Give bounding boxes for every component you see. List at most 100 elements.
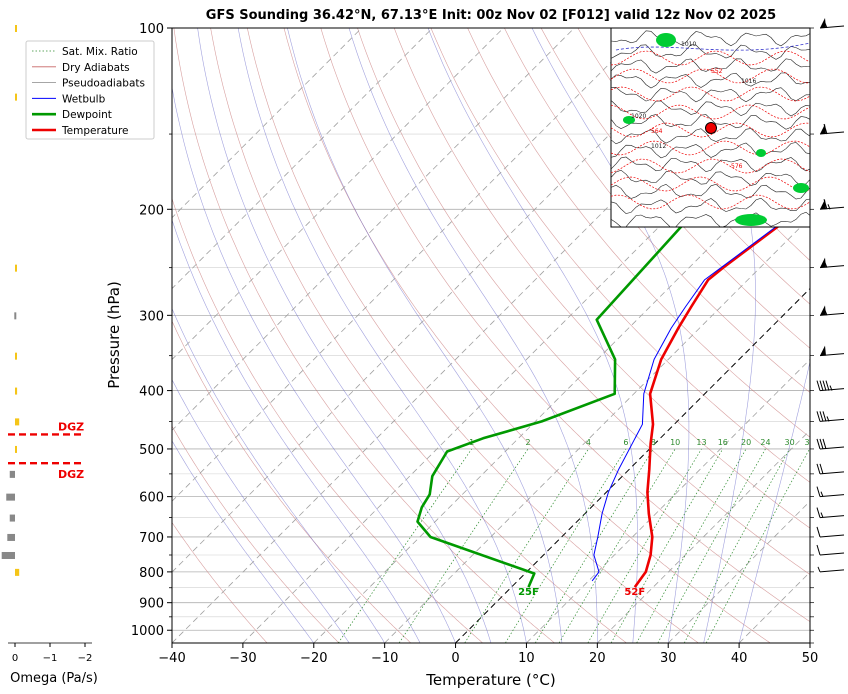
omega-tick-label: −1 [43,653,58,664]
x-tick-label: 50 [802,651,819,666]
inset-isobar [611,44,810,60]
barb-half [824,22,828,29]
barb-staff [819,446,845,450]
omega-axis-label: Omega (Pa/s) [10,671,98,686]
barb-flag [820,305,826,316]
omega-panel: DGZ DGZ 0 −1 −2 Omega (Pa/s) [1,25,98,686]
legend-label: Pseudoadiabats [62,78,145,90]
barb-half [829,385,833,391]
mixing-ratio-lines: 1 2 4 6 8 10 13 16 20 24 30 36 [338,438,810,643]
barb-full [823,199,828,210]
pseudoadiabat [531,28,690,643]
barb-full [823,123,828,135]
dry-adiabat [172,425,340,643]
wind-barb [816,544,845,556]
inset-label: 1010 [681,41,696,48]
inset-label: 1020 [631,113,646,120]
dry-adiabat [393,28,810,529]
y-tick-label: 100 [139,22,164,37]
x-tick-label: −30 [229,651,256,666]
y-tick-label: 700 [139,531,164,546]
plot-area: 1 2 4 6 8 10 13 16 20 24 30 36 25F 52F 1010101210161… [171,27,848,644]
inset-thickness [611,50,810,66]
inset-contours: 1010 1012 1016 1020 552 564 576 [611,30,810,227]
mixing-ratio-label: 4 [586,438,591,447]
inset-label: 1012 [651,143,666,150]
omega-bar [15,25,17,32]
pseudoadiabats [172,28,810,643]
mixing-ratio-label: 24 [760,438,770,447]
inset-thickness [611,176,810,192]
x-tick-label: −40 [158,651,185,666]
mixing-ratio-label: 10 [670,438,680,447]
barb-full [822,380,827,391]
wind-barb [819,18,845,29]
surface-temp-label: 52F [624,587,645,598]
dry-adiabat [835,28,848,643]
x-tick-label: −10 [371,651,398,666]
mixing-ratio-line [636,448,747,643]
barb-half [827,204,831,210]
inset-thickness [611,86,810,102]
inset-isobar [611,100,810,117]
inset-thickness [611,158,810,174]
barb-staff [819,534,845,538]
inset-thickness [611,122,810,138]
omega-bar [9,514,15,522]
isotherm [597,429,810,643]
dry-adiabat [247,28,699,643]
mixing-ratio-label: 20 [741,438,751,447]
barb-full [822,438,827,450]
omega-bar [15,387,18,395]
surface-annotations: 25F 52F [518,587,645,598]
wind-barb [816,463,845,475]
barb-half [826,416,830,422]
x-tick-label: 40 [731,651,748,666]
legend-label: Sat. Mix. Ratio [62,46,138,58]
inset-label: 1016 [741,78,756,85]
omega-bar [14,312,17,320]
wind-barb [817,566,845,573]
inset-isobar [611,72,810,89]
pseudoadiabat [427,28,638,643]
barb-full [819,411,824,422]
dry-adiabat [577,28,810,305]
barb-staff [819,569,845,573]
y-axis-label: Pressure (hPa) [105,281,123,389]
series-temperature [633,199,810,588]
mixing-ratio-line [505,448,627,643]
x-tick-label: 10 [518,651,535,666]
inset-thickness [611,194,810,210]
omega-bar [9,470,15,478]
mixing-ratio-line [338,448,472,643]
barb-full [825,380,830,391]
inset-isobar [611,183,810,200]
mixing-ratio-label: 6 [623,438,628,447]
isotherm [172,28,362,219]
inset-thickness [611,68,810,84]
isotherm [526,358,810,643]
wind-barbs [810,18,845,644]
barb-staff [819,552,845,556]
inset-isobar [611,58,810,74]
pseudoadiabat [197,28,492,643]
barb-full [816,411,821,422]
dry-adiabat [210,28,627,643]
omega-bar [15,445,17,453]
omega-tick-label: −2 [78,653,93,664]
barb-half [817,566,821,573]
inset-thickness [611,140,810,156]
barb-staff [819,471,845,475]
isotherm [172,28,646,502]
inset-label: 564 [651,128,663,135]
inset-isobar [611,114,810,130]
wind-barb [819,257,845,269]
barb-staff [819,418,845,422]
wind-barb [816,380,845,392]
location-marker [705,122,717,134]
barb-full [816,380,821,391]
barb-staff [819,515,845,519]
dry-adiabat [504,28,810,393]
legend-label: Dewpoint [62,109,112,121]
